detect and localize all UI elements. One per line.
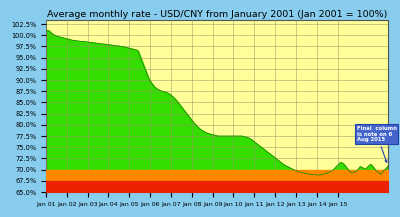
Title: Average monthly rate - USD/CNY from January 2001 (Jan 2001 = 100%): Average monthly rate - USD/CNY from Janu… [47, 10, 387, 19]
Text: Final  column
is note on 6
Aug 2015: Final column is note on 6 Aug 2015 [357, 126, 397, 162]
